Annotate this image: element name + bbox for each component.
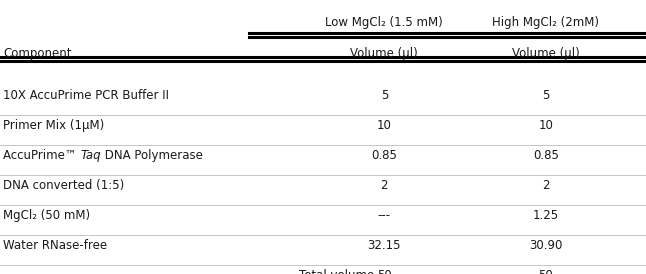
Text: 5: 5 xyxy=(380,89,388,102)
Text: 0.85: 0.85 xyxy=(533,149,559,162)
Text: ---: --- xyxy=(378,209,391,222)
Text: 10X AccuPrime PCR Buffer II: 10X AccuPrime PCR Buffer II xyxy=(3,89,169,102)
Text: 10: 10 xyxy=(538,119,554,132)
Text: DNA converted (1:5): DNA converted (1:5) xyxy=(3,179,125,192)
Text: Water RNase-free: Water RNase-free xyxy=(3,239,107,252)
Text: 50: 50 xyxy=(539,269,553,274)
Text: Primer Mix (1μM): Primer Mix (1μM) xyxy=(3,119,105,132)
Text: 2: 2 xyxy=(380,179,388,192)
Text: 50: 50 xyxy=(377,269,391,274)
Text: Component: Component xyxy=(3,47,72,60)
Text: Low MgCl₂ (1.5 mM): Low MgCl₂ (1.5 mM) xyxy=(326,16,443,29)
Text: 10: 10 xyxy=(377,119,392,132)
Text: 1.25: 1.25 xyxy=(533,209,559,222)
Text: Taq: Taq xyxy=(81,149,101,162)
Text: Volume (µl): Volume (µl) xyxy=(351,47,418,60)
Text: 30.90: 30.90 xyxy=(529,239,563,252)
Text: AccuPrime™: AccuPrime™ xyxy=(3,149,81,162)
Text: Total volume: Total volume xyxy=(299,269,375,274)
Text: MgCl₂ (50 mM): MgCl₂ (50 mM) xyxy=(3,209,90,222)
Text: 2: 2 xyxy=(542,179,550,192)
Text: 32.15: 32.15 xyxy=(368,239,401,252)
Text: DNA Polymerase: DNA Polymerase xyxy=(101,149,203,162)
Text: 5: 5 xyxy=(542,89,550,102)
Text: 0.85: 0.85 xyxy=(371,149,397,162)
Text: Volume (µl): Volume (µl) xyxy=(512,47,579,60)
Text: High MgCl₂ (2mM): High MgCl₂ (2mM) xyxy=(492,16,599,29)
